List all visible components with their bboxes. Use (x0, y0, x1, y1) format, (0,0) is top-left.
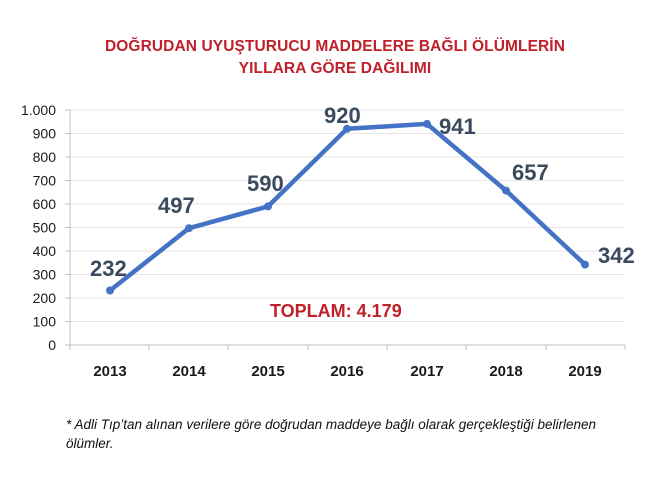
data-point (264, 202, 272, 211)
y-tick-label: 600 (33, 196, 57, 212)
data-point (343, 124, 351, 133)
x-tick-label: 2019 (568, 363, 601, 380)
y-axis (65, 109, 71, 346)
data-point (581, 260, 589, 269)
data-point (502, 186, 510, 195)
y-tick-label: 500 (33, 220, 57, 236)
y-tick-label: 1.000 (21, 102, 56, 118)
y-tick-label: 200 (33, 290, 57, 306)
x-tick-label: 2015 (251, 363, 284, 380)
series-markers (106, 119, 589, 295)
y-tick-label: 0 (48, 337, 56, 353)
x-tick-label: 2018 (489, 363, 522, 380)
x-tick-label: 2017 (410, 363, 443, 380)
data-point (106, 286, 114, 295)
gridlines (70, 109, 625, 322)
y-tick-label: 800 (33, 149, 57, 165)
x-axis (69, 344, 626, 350)
data-label-2017: 941 (439, 114, 476, 139)
y-tick-label: 900 (33, 126, 57, 142)
x-tick-label: 2016 (330, 363, 363, 380)
data-label-2018: 657 (512, 160, 549, 185)
data-label-2019: 342 (598, 243, 635, 268)
chart-title: DOĞRUDAN UYUŞTURUCU MADDELERE BAĞLI ÖLÜM… (0, 36, 670, 80)
y-tick-label: 100 (33, 314, 57, 330)
data-point (185, 224, 193, 233)
data-label-2013: 232 (90, 256, 127, 281)
chart-title-line-1: DOĞRUDAN UYUŞTURUCU MADDELERE BAĞLI ÖLÜM… (104, 38, 566, 55)
x-tick-label: 2013 (93, 363, 126, 380)
y-tick-label: 700 (33, 173, 57, 189)
data-labels: 232 497 590 920 941 657 342 (90, 103, 635, 281)
footnote: * Adli Tıp’tan alınan verilere göre doğr… (66, 417, 597, 451)
x-tick-labels: 2013 2014 2015 2016 2017 2018 2019 (93, 363, 601, 380)
data-label-2016: 920 (324, 103, 361, 128)
y-tick-label: 400 (33, 243, 57, 259)
data-point (423, 119, 431, 128)
y-tick-label: 300 (33, 267, 57, 283)
data-label-2015: 590 (247, 171, 284, 196)
total-annotation: TOPLAM: 4.179 (270, 301, 402, 321)
x-tick-label: 2014 (172, 363, 206, 380)
y-tick-labels: 0 100 200 300 400 500 600 700 800 900 1.… (21, 102, 56, 353)
data-label-2014: 497 (158, 193, 195, 218)
chart-title-line-2: YILLARA GÖRE DAĞILIMI (238, 60, 432, 77)
